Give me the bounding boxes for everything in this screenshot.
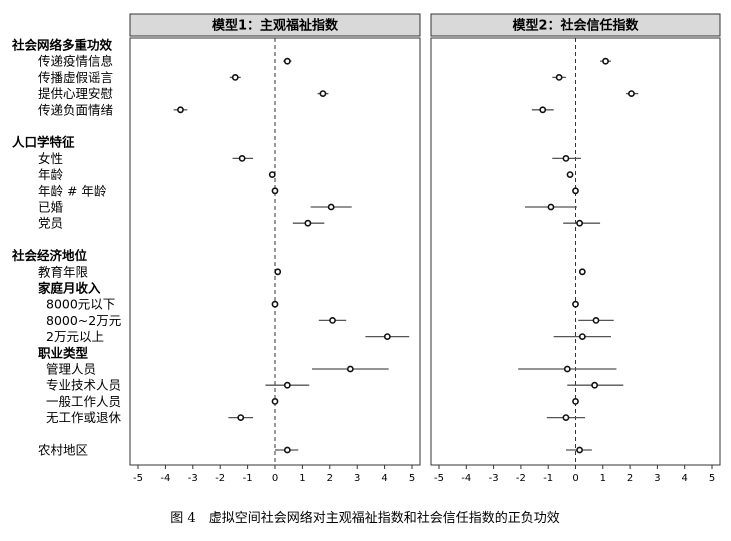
row-label: 8000~2万元 (46, 313, 121, 328)
point-estimate (562, 414, 570, 421)
x-tick-label: -4 (160, 473, 170, 484)
x-tick-label: -3 (489, 473, 499, 484)
row-label: 社会网络多重功效 (11, 38, 113, 53)
point-estimate (319, 90, 327, 97)
row-label: 人口学特征 (12, 135, 75, 150)
point-estimate (602, 57, 609, 65)
x-tick-label: 1 (600, 473, 606, 484)
point-estimate (271, 300, 279, 308)
x-tick-label: 1 (299, 473, 305, 484)
panel-model-1: 模型1：主观福祉指数 -5 -4 -3 -2 -1 0 1 2 3 4 5 (129, 13, 421, 484)
point-estimate (177, 106, 184, 114)
x-tick-label: 3 (654, 473, 660, 484)
point-estimate (268, 171, 276, 178)
point-estimate (283, 57, 291, 65)
x-tick-label: 4 (682, 473, 688, 484)
x-tick-label: 2 (627, 473, 633, 484)
point-estimate (578, 268, 586, 276)
row-label: 传递负面情绪 (38, 102, 113, 117)
row-label: 2万元以上 (46, 329, 104, 344)
row-label: 8000元以下 (46, 297, 115, 312)
point-estimate (304, 219, 312, 227)
point-estimate (572, 187, 579, 195)
point-estimate (576, 219, 583, 227)
point-estimate (572, 300, 579, 308)
row-label: 女性 (38, 151, 63, 166)
point-estimate (329, 316, 336, 324)
point-estimate (566, 171, 574, 178)
point-estimate (271, 187, 279, 195)
row-label: 家庭月收入 (38, 281, 101, 296)
point-estimate (578, 333, 586, 340)
row-label: 社会经济地位 (11, 248, 88, 263)
row-label: 提供心理安慰 (38, 86, 113, 101)
x-tick-label: -2 (215, 473, 225, 484)
x-tick-label: 5 (409, 473, 415, 484)
x-tick-label: 3 (354, 473, 360, 484)
point-estimate (238, 154, 246, 162)
row-label: 教育年限 (38, 264, 89, 279)
row-label: 专业技术人员 (46, 378, 121, 393)
x-tick-label: -2 (516, 473, 526, 484)
x-tick-label: 4 (381, 473, 387, 484)
x-tick-label: 0 (572, 473, 578, 484)
row-label: 无工作或退休 (46, 410, 122, 425)
x-tick-label: 2 (327, 473, 333, 484)
panel-title: 模型1：主观福祉指数 (212, 18, 339, 34)
row-label: 职业类型 (38, 345, 89, 360)
point-estimate (346, 365, 354, 373)
x-tick-label: -3 (188, 473, 198, 484)
row-label: 年龄 # 年龄 (38, 183, 107, 198)
point-estimate (572, 397, 579, 405)
point-estimate (539, 106, 547, 114)
x-tick-label: -5 (434, 473, 444, 484)
point-estimate (562, 154, 570, 162)
row-label: 传递疫情信息 (38, 54, 113, 69)
point-estimate (547, 203, 555, 211)
point-estimate (283, 446, 291, 454)
x-tick-label: -5 (133, 473, 143, 484)
point-estimate (274, 268, 282, 276)
point-estimate (592, 316, 600, 324)
point-estimate (383, 333, 391, 340)
row-label: 管理人员 (46, 362, 96, 377)
point-estimate (591, 381, 599, 389)
x-tick-label: 5 (709, 473, 715, 484)
row-label: 党员 (38, 216, 63, 231)
point-estimate (283, 381, 291, 389)
panel-model-2: 模型2：社会信任指数 -5 -4 -3 -2 -1 0 1 2 3 4 5 (430, 13, 721, 484)
point-estimate (555, 74, 563, 81)
row-label: 传播虚假谣言 (38, 70, 113, 85)
row-label: 一般工作人员 (46, 394, 121, 409)
panel-strip (430, 13, 721, 37)
point-estimate (271, 397, 279, 405)
row-label: 已婚 (38, 200, 64, 215)
point-estimate (576, 446, 583, 454)
row-label: 农村地区 (38, 443, 88, 458)
row-label: 年龄 (38, 167, 64, 182)
point-estimate (628, 90, 635, 97)
figure-caption: 图 4 虚拟空间社会网络对主观福祉指数和社会信任指数的正负功效 (170, 510, 559, 526)
x-tick-label: -1 (243, 473, 253, 484)
panel-title: 模型2：社会信任指数 (512, 18, 639, 34)
panel-strip (129, 13, 421, 37)
x-tick-label: -4 (461, 473, 471, 484)
x-tick-label: 0 (272, 473, 278, 484)
point-estimate (237, 414, 245, 421)
row-labels: 社会网络多重功效传递疫情信息传播虚假谣言提供心理安慰传递负面情绪人口学特征女性年… (11, 38, 122, 458)
point-estimate (231, 74, 239, 81)
point-estimate (327, 203, 335, 211)
x-tick-label: -1 (543, 473, 553, 484)
point-estimate (563, 365, 571, 373)
